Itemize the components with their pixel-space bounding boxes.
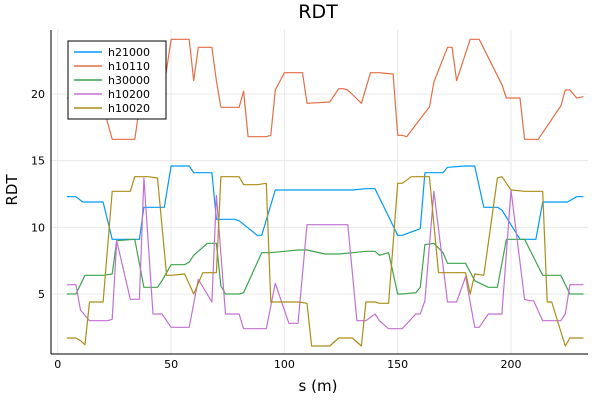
y-tick-label: 5 bbox=[38, 288, 45, 301]
x-axis-label: s (m) bbox=[299, 377, 338, 395]
y-tick-label: 10 bbox=[31, 221, 45, 234]
series-line-h10020 bbox=[66, 176, 584, 347]
x-tick-label: 50 bbox=[164, 358, 178, 371]
legend-label-h10200: h10200 bbox=[108, 88, 150, 101]
x-tick-label: 150 bbox=[387, 358, 408, 371]
legend-label-h10020: h10020 bbox=[108, 102, 150, 115]
tick-labels: 0 50 100 150 200 5 10 15 20 bbox=[31, 88, 521, 371]
y-tick-label: 20 bbox=[31, 88, 45, 101]
x-tick-label: 100 bbox=[274, 358, 295, 371]
series-line-h30000 bbox=[66, 238, 584, 295]
series-line-h10110 bbox=[66, 38, 584, 140]
y-axis-label: RDT bbox=[3, 174, 21, 206]
legend-label-h10110: h10110 bbox=[108, 60, 150, 73]
series-line-h10200 bbox=[66, 177, 584, 330]
axes bbox=[50, 30, 588, 355]
x-tick-label: 0 bbox=[54, 358, 61, 371]
y-tick-label: 15 bbox=[31, 155, 45, 168]
chart-title: RDT bbox=[298, 1, 338, 23]
legend-label-h30000: h30000 bbox=[108, 74, 150, 87]
legend-label-h21000: h21000 bbox=[108, 46, 150, 59]
x-tick-label: 200 bbox=[500, 358, 521, 371]
series-lines bbox=[66, 38, 584, 347]
